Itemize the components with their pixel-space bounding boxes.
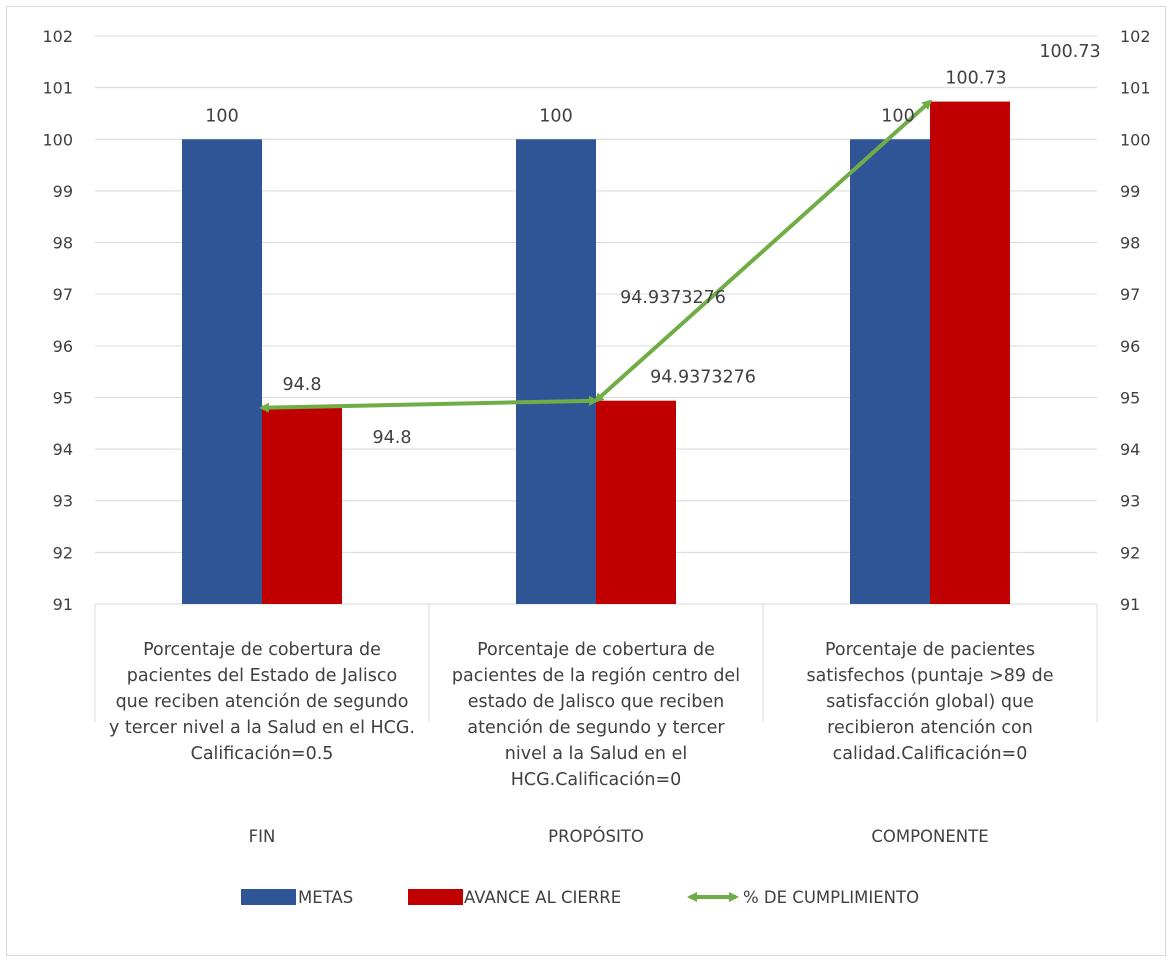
- y-tick-label-right: 93: [1120, 492, 1140, 511]
- category-group-label: FIN: [249, 827, 276, 846]
- category-description-line: que reciben atención de segundo: [116, 692, 409, 712]
- y-tick-label-left: 102: [42, 27, 73, 46]
- y-tick-label-right: 101: [1120, 79, 1151, 98]
- y-tick-label-right: 102: [1120, 27, 1151, 46]
- y-tick-label-left: 94: [53, 440, 73, 459]
- category-description-line: Porcentaje de cobertura de: [143, 640, 381, 660]
- category-description-line: calidad.Calificación=0: [833, 744, 1028, 764]
- bar-metas: [516, 139, 596, 605]
- category-group-label: PROPÓSITO: [548, 827, 644, 846]
- category-description-line: pacientes de la región centro del: [452, 666, 740, 686]
- y-tick-label-right: 97: [1120, 285, 1140, 304]
- legend-swatch-avance: [408, 889, 463, 905]
- category-description-line: y tercer nivel a la Salud en el HCG.: [109, 718, 415, 738]
- data-label-cumplimiento: 94.9373276: [620, 288, 726, 308]
- bar-avance: [930, 101, 1010, 604]
- line-segment-cumplimiento: [593, 99, 933, 403]
- category-description-line: HCG.Calificación=0: [511, 770, 682, 790]
- category-description-line: estado de Jalisco que reciben: [468, 692, 724, 712]
- line-segment-cumplimiento: [259, 395, 599, 413]
- y-tick-label-right: 100: [1120, 130, 1151, 149]
- bar-metas: [182, 139, 262, 605]
- y-tick-label-left: 101: [42, 79, 73, 98]
- y-tick-label-left: 92: [53, 543, 73, 562]
- category-description-line: satisfechos (puntaje >89 de: [807, 666, 1054, 686]
- data-label-cumplimiento: 94.8: [373, 428, 412, 448]
- y-tick-label-right: 99: [1120, 182, 1140, 201]
- y-tick-label-left: 100: [42, 130, 73, 149]
- y-tick-label-right: 96: [1120, 337, 1140, 356]
- y-tick-label-right: 92: [1120, 543, 1140, 562]
- data-label-metas: 100: [539, 106, 572, 126]
- y-tick-label-left: 95: [53, 388, 73, 407]
- y-tick-label-left: 93: [53, 492, 73, 511]
- data-label-metas: 100: [881, 106, 914, 126]
- bar-avance: [596, 400, 676, 604]
- category-description-line: Porcentaje de pacientes: [825, 640, 1035, 660]
- bar-avance: [262, 407, 342, 604]
- category-description-line: satisfacción global) que: [826, 692, 1034, 712]
- legend-label-metas: METAS: [298, 888, 353, 907]
- y-tick-label-right: 95: [1120, 388, 1140, 407]
- category-description-line: nivel a la Salud en el: [505, 744, 687, 764]
- category-description-line: Porcentaje de cobertura de: [477, 640, 715, 660]
- legend-label-avance: AVANCE AL CIERRE: [464, 888, 621, 907]
- y-tick-label-left: 99: [53, 182, 73, 201]
- y-tick-label-left: 98: [53, 234, 73, 253]
- category-description-line: pacientes del Estado de Jalisco: [127, 666, 397, 686]
- category-description-line: Calificación=0.5: [191, 744, 334, 764]
- data-label-avance: 94.8: [283, 375, 322, 395]
- category-group-label: COMPONENTE: [871, 827, 988, 846]
- category-description-line: recibieron atención con: [827, 718, 1033, 738]
- y-tick-label-right: 91: [1120, 595, 1140, 614]
- data-label-metas: 100: [205, 106, 238, 126]
- bar-metas: [850, 139, 930, 605]
- legend-swatch-metas: [241, 889, 296, 905]
- y-tick-label-right: 94: [1120, 440, 1140, 459]
- category-description-line: atención de segundo y tercer: [467, 718, 725, 738]
- y-tick-label-left: 96: [53, 337, 73, 356]
- data-label-cumplimiento: 100.73: [1039, 42, 1100, 62]
- y-tick-label-left: 91: [53, 595, 73, 614]
- data-label-avance: 94.9373276: [650, 368, 756, 388]
- y-tick-label-left: 97: [53, 285, 73, 304]
- data-label-avance: 100.73: [945, 69, 1006, 89]
- legend-label-cumplimiento: % DE CUMPLIMIENTO: [743, 888, 919, 907]
- y-tick-label-right: 98: [1120, 234, 1140, 253]
